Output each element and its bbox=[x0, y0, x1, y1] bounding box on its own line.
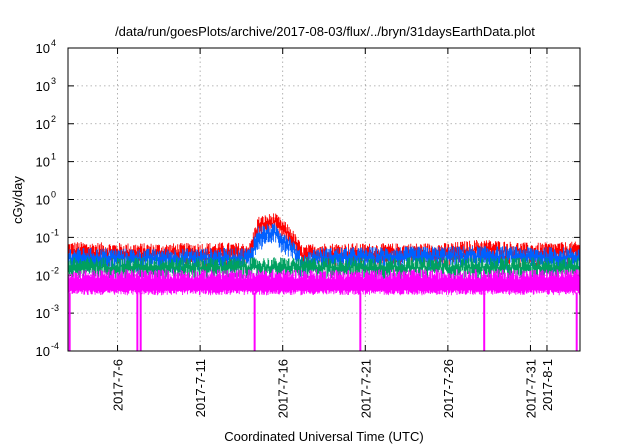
plot-area bbox=[68, 213, 580, 351]
y-tick-base: 10 bbox=[36, 306, 50, 321]
y-axis-label: cGy/day bbox=[10, 176, 25, 224]
y-tick-label: 10 -4 bbox=[36, 341, 59, 359]
y-tick-base: 10 bbox=[36, 268, 50, 283]
y-tick-exponent: -3 bbox=[51, 303, 59, 313]
plot-frame bbox=[67, 47, 581, 352]
x-gridlines bbox=[117, 48, 548, 351]
x-tick-label: 2017-7-31 bbox=[523, 359, 538, 418]
y-tick-base: 10 bbox=[36, 117, 50, 132]
x-tick-label: 2017-7-11 bbox=[193, 359, 208, 417]
y-tick-label: 10 -3 bbox=[36, 303, 59, 321]
y-tick-exponent: 0 bbox=[51, 190, 56, 200]
x-tick-label: 2017-7-21 bbox=[358, 359, 373, 418]
y-tick-label: 10 -2 bbox=[36, 265, 59, 283]
series-3-trace bbox=[68, 269, 580, 296]
chart-title: /data/run/goesPlots/archive/2017-08-03/f… bbox=[115, 24, 535, 39]
y-tick-exponent: 2 bbox=[51, 114, 56, 124]
y-gridlines bbox=[68, 47, 580, 352]
x-tick-label: 2017-7-6 bbox=[111, 359, 126, 411]
y-tick-label: 10 -1 bbox=[36, 227, 59, 245]
y-tick-label: 10 0 bbox=[36, 190, 56, 208]
y-tick-base: 10 bbox=[36, 155, 50, 170]
y-tick-exponent: -1 bbox=[51, 227, 59, 237]
y-tick-label: 10 2 bbox=[36, 114, 56, 132]
x-axis-label: Coordinated Universal Time (UTC) bbox=[224, 429, 423, 444]
y-tick-label: 10 4 bbox=[36, 38, 56, 56]
y-tick-exponent: 4 bbox=[51, 38, 56, 48]
y-tick-exponent: -2 bbox=[51, 265, 59, 275]
y-tick-exponent: 3 bbox=[51, 76, 56, 86]
y-tick-base: 10 bbox=[36, 79, 50, 94]
series-3 bbox=[68, 269, 580, 351]
y-tick-base: 10 bbox=[36, 344, 50, 359]
y-tick-label: 10 1 bbox=[36, 152, 56, 170]
x-tick-label: 2017-8-1 bbox=[540, 359, 555, 411]
y-tick-label: 10 3 bbox=[36, 76, 56, 94]
y-tick-base: 10 bbox=[36, 41, 50, 56]
y-tick-exponent: 1 bbox=[51, 152, 56, 162]
x-tick-label: 2017-7-26 bbox=[441, 359, 456, 418]
y-tick-base: 10 bbox=[36, 193, 50, 208]
x-tick-label: 2017-7-16 bbox=[276, 359, 291, 418]
x-tick-labels: 2017-7-6 2017-7-11 2017-7-16 2017-7-21 2017-… bbox=[111, 359, 555, 418]
y-tick-base: 10 bbox=[36, 230, 50, 245]
y-tick-exponent: -4 bbox=[51, 341, 59, 351]
